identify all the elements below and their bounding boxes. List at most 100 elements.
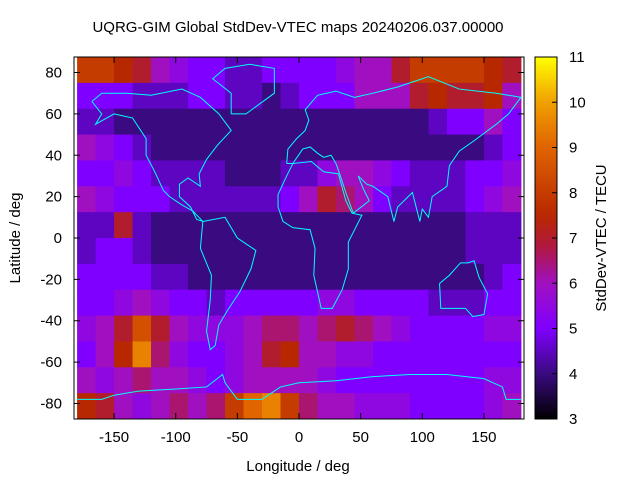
heatmap-cell: [335, 82, 355, 110]
heatmap-cell: [262, 57, 282, 84]
heatmap-cell: [354, 57, 374, 84]
heatmap-cell: [280, 289, 300, 317]
heatmap-cell: [169, 367, 189, 394]
heatmap-cell: [483, 160, 503, 187]
heatmap-cell: [483, 315, 503, 342]
heatmap-cell: [446, 263, 466, 291]
heatmap-cell: [446, 57, 466, 84]
heatmap-cell: [225, 315, 245, 342]
heatmap-cell: [354, 212, 374, 239]
heatmap-cell: [299, 289, 318, 317]
heatmap-cell: [206, 263, 226, 291]
heatmap-cell: [77, 393, 97, 420]
heatmap-cell: [95, 160, 115, 187]
heatmap-cell: [77, 212, 97, 239]
heatmap-cell: [225, 57, 245, 84]
heatmap-cell: [446, 367, 466, 394]
heatmap-cell: [206, 108, 226, 136]
x-tick-label: -100: [161, 429, 191, 446]
heatmap-cell: [114, 315, 134, 342]
heatmap-cell: [428, 315, 448, 342]
heatmap-cell: [428, 367, 448, 394]
y-axis-ticks: 80 60 40 20 0 -20 -40 -60 -80: [40, 65, 524, 412]
heatmap-cell: [225, 393, 245, 420]
heatmap-cell: [372, 289, 392, 317]
heatmap-cell: [372, 134, 392, 161]
heatmap-cell: [151, 160, 171, 187]
heatmap-cell: [409, 341, 429, 368]
heatmap-cell: [354, 186, 374, 213]
heatmap-cell: [372, 57, 392, 84]
x-axis-label: Longitude / deg: [246, 458, 349, 475]
heatmap-cell: [243, 212, 263, 239]
heatmap-cell: [169, 315, 189, 342]
heatmap-cell: [372, 212, 392, 239]
heatmap-cell: [317, 160, 337, 187]
heatmap-cell: [391, 289, 411, 317]
heatmap-cell: [114, 82, 134, 110]
heatmap-cell: [169, 263, 189, 291]
heatmap-cell: [151, 186, 171, 213]
heatmap-cell: [446, 289, 466, 317]
heatmap-cell: [169, 134, 189, 161]
heatmap-cell: [502, 57, 522, 84]
heatmap-cell: [132, 315, 152, 342]
heatmap-cell: [335, 367, 355, 394]
heatmap-cell: [391, 393, 411, 420]
heatmap-cell: [391, 315, 411, 342]
heatmap-cell: [169, 341, 189, 368]
heatmap-cell: [299, 367, 318, 394]
heatmap-cell: [206, 57, 226, 84]
heatmap-cell: [262, 82, 282, 110]
heatmap-cell: [446, 108, 466, 136]
heatmap-cell: [409, 108, 429, 136]
heatmap-cell: [188, 57, 208, 84]
heatmap-cell: [114, 108, 134, 136]
heatmap-cell: [95, 57, 115, 84]
heatmap-cell: [95, 134, 115, 161]
heatmap-cell: [151, 238, 171, 265]
heatmap-cell: [428, 341, 448, 368]
coastline-eurasia: [286, 76, 522, 222]
heatmap-cell: [262, 367, 282, 394]
heatmap-cell: [299, 341, 318, 368]
heatmap-cell: [206, 186, 226, 213]
chart-title: UQRG-GIM Global StdDev-VTEC maps 2024020…: [92, 19, 503, 36]
heatmap-cell: [483, 186, 503, 213]
heatmap-cell: [299, 393, 318, 420]
heatmap-cell: [446, 186, 466, 213]
heatmap-cell: [151, 108, 171, 136]
heatmap-cell: [262, 160, 282, 187]
heatmap-cell: [483, 341, 503, 368]
heatmap-cell: [77, 160, 97, 187]
y-tick-label: -20: [40, 271, 62, 288]
heatmap-cell: [169, 238, 189, 265]
heatmap-cell: [409, 393, 429, 420]
heatmap-cell: [262, 212, 282, 239]
colorbar-tick-label: 3: [569, 411, 577, 428]
heatmap-cell: [502, 315, 522, 342]
heatmap-cell: [465, 393, 485, 420]
heatmap-cell: [446, 393, 466, 420]
heatmap-cell: [243, 393, 263, 420]
colorbar-ticks: 3 4 5 6 7 8 9 10 11: [552, 49, 586, 428]
heatmap-cell: [151, 82, 171, 110]
heatmap-cell: [372, 108, 392, 136]
heatmap-cell: [262, 108, 282, 136]
heatmap-cell: [372, 238, 392, 265]
heatmap-cell: [317, 186, 337, 213]
heatmap-cell: [502, 186, 522, 213]
heatmap-cell: [372, 393, 392, 420]
colorbar-tick-label: 4: [569, 366, 577, 383]
heatmap-cell: [114, 186, 134, 213]
heatmap-cell: [225, 263, 245, 291]
heatmap-cell: [465, 289, 485, 317]
heatmap-cell: [354, 289, 374, 317]
heatmap-cells: [77, 57, 522, 420]
heatmap-cell: [77, 289, 97, 317]
heatmap-cell: [465, 263, 485, 291]
heatmap-cell: [188, 238, 208, 265]
heatmap-cell: [225, 212, 245, 239]
heatmap-cell: [95, 238, 115, 265]
x-tick-label: -150: [99, 429, 129, 446]
